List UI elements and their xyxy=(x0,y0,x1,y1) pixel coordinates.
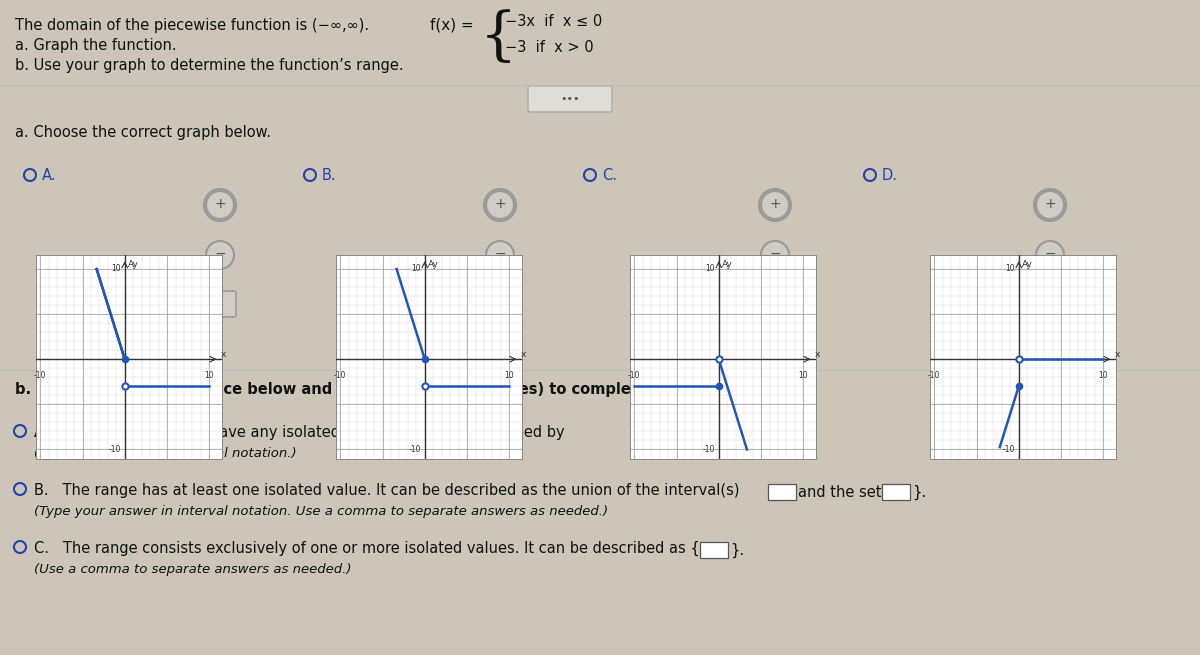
Text: -10: -10 xyxy=(34,371,47,380)
Text: x: x xyxy=(221,350,226,359)
Text: −: − xyxy=(1044,247,1056,261)
Text: 10: 10 xyxy=(504,371,514,380)
Text: (Type your answer in interval notation.): (Type your answer in interval notation.) xyxy=(34,447,296,460)
Circle shape xyxy=(1036,241,1064,269)
Circle shape xyxy=(206,241,234,269)
FancyBboxPatch shape xyxy=(882,484,910,500)
FancyBboxPatch shape xyxy=(1034,291,1066,317)
Text: The domain of the piecewise function is (−∞,∞).: The domain of the piecewise function is … xyxy=(14,18,370,33)
Text: b. Use your graph to determine the function’s range.: b. Use your graph to determine the funct… xyxy=(14,58,403,73)
Text: x: x xyxy=(815,350,820,359)
Text: (Type your answer in interval notation. Use a comma to separate answers as neede: (Type your answer in interval notation. … xyxy=(34,505,608,518)
Circle shape xyxy=(761,241,790,269)
Text: −: − xyxy=(214,247,226,261)
Text: ↥: ↥ xyxy=(494,297,505,310)
Text: A.: A. xyxy=(42,168,56,183)
Text: +: + xyxy=(494,197,506,211)
Text: -10: -10 xyxy=(1002,445,1014,454)
Circle shape xyxy=(204,189,236,221)
Text: b. Select the correct choice below and fill in the answer box(es) to complete yo: b. Select the correct choice below and f… xyxy=(14,382,754,397)
Text: -10: -10 xyxy=(628,371,641,380)
Text: ↥: ↥ xyxy=(1045,297,1055,310)
Circle shape xyxy=(760,189,791,221)
Text: 10: 10 xyxy=(204,371,214,380)
Text: x: x xyxy=(1115,350,1120,359)
FancyBboxPatch shape xyxy=(528,86,612,112)
Text: -10: -10 xyxy=(408,445,420,454)
FancyBboxPatch shape xyxy=(768,484,796,500)
Circle shape xyxy=(1034,189,1066,221)
Text: }.: }. xyxy=(730,542,744,557)
FancyBboxPatch shape xyxy=(700,542,728,558)
Text: B.   The range has at least one isolated value. It can be described as the union: B. The range has at least one isolated v… xyxy=(34,483,739,498)
Text: a. Graph the function.: a. Graph the function. xyxy=(14,38,176,53)
Circle shape xyxy=(486,191,514,219)
Text: −: − xyxy=(494,247,506,261)
Text: ↥: ↥ xyxy=(769,297,780,310)
Text: 10: 10 xyxy=(110,265,120,274)
Circle shape xyxy=(484,189,516,221)
Text: C.: C. xyxy=(602,168,617,183)
Circle shape xyxy=(486,241,514,269)
Text: and the set {: and the set { xyxy=(798,485,895,500)
Text: +: + xyxy=(214,197,226,211)
Text: A.   The range does not have any isolated values. It can be described by: A. The range does not have any isolated … xyxy=(34,425,565,440)
Text: −3x  if  x ≤ 0: −3x if x ≤ 0 xyxy=(505,14,602,29)
Text: +: + xyxy=(769,197,781,211)
Text: B.: B. xyxy=(322,168,337,183)
Text: a. Choose the correct graph below.: a. Choose the correct graph below. xyxy=(14,125,271,140)
Text: x: x xyxy=(521,350,526,359)
Text: −: − xyxy=(769,247,781,261)
Text: Ay: Ay xyxy=(428,260,439,269)
Text: f(x) =: f(x) = xyxy=(430,18,474,33)
FancyBboxPatch shape xyxy=(204,291,236,317)
Text: 10: 10 xyxy=(410,265,420,274)
Text: −3  if  x > 0: −3 if x > 0 xyxy=(505,40,594,55)
Text: ↥: ↥ xyxy=(215,297,226,310)
Text: }.: }. xyxy=(912,485,926,500)
FancyBboxPatch shape xyxy=(760,291,791,317)
Text: 10: 10 xyxy=(798,371,808,380)
Text: 10: 10 xyxy=(1004,265,1014,274)
Circle shape xyxy=(206,191,234,219)
Text: Ay: Ay xyxy=(722,260,733,269)
Text: D.: D. xyxy=(882,168,898,183)
Text: +: + xyxy=(1044,197,1056,211)
Text: -10: -10 xyxy=(702,445,714,454)
Circle shape xyxy=(1036,191,1064,219)
Text: Ay: Ay xyxy=(128,260,139,269)
Text: 10: 10 xyxy=(704,265,714,274)
Text: -10: -10 xyxy=(334,371,347,380)
Text: {: { xyxy=(480,10,517,66)
Text: -10: -10 xyxy=(108,445,120,454)
FancyBboxPatch shape xyxy=(665,426,694,442)
Text: -10: -10 xyxy=(928,371,941,380)
Text: .: . xyxy=(695,426,700,441)
Text: (Use a comma to separate answers as needed.): (Use a comma to separate answers as need… xyxy=(34,563,352,576)
FancyBboxPatch shape xyxy=(484,291,516,317)
Text: •••: ••• xyxy=(560,94,580,104)
Text: Ay: Ay xyxy=(1022,260,1033,269)
Circle shape xyxy=(761,191,790,219)
Text: C.   The range consists exclusively of one or more isolated values. It can be de: C. The range consists exclusively of one… xyxy=(34,541,700,556)
Text: 10: 10 xyxy=(1098,371,1108,380)
